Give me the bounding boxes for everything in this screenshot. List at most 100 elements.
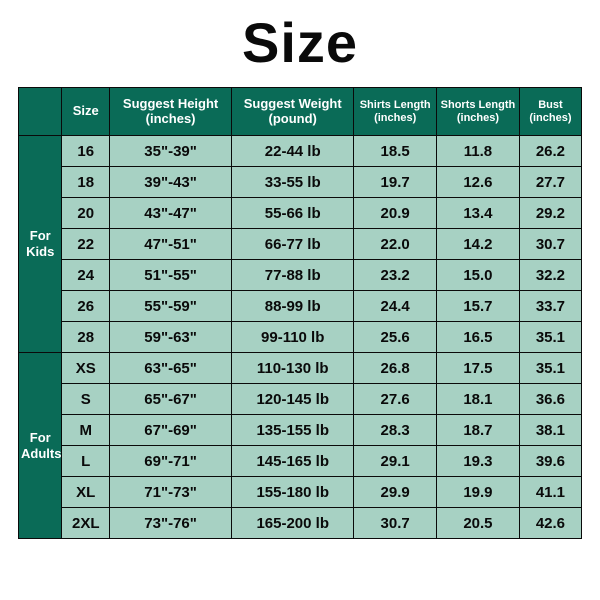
table-row: ForAdultsXS63"-65"110-130 lb26.817.535.1 xyxy=(19,353,582,384)
cell-size: XL xyxy=(62,477,110,508)
header-col-4: Shirts Length(inches) xyxy=(354,88,437,136)
cell-weight: 145-165 lb xyxy=(232,446,354,477)
cell-shirts: 27.6 xyxy=(354,384,437,415)
cell-shorts: 13.4 xyxy=(437,198,520,229)
table-row: 2XL73"-76"165-200 lb30.720.542.6 xyxy=(19,508,582,539)
cell-shorts: 18.7 xyxy=(437,415,520,446)
cell-height: 69"-71" xyxy=(110,446,232,477)
cell-size: 24 xyxy=(62,260,110,291)
cell-shorts: 15.0 xyxy=(437,260,520,291)
cell-shorts: 11.8 xyxy=(437,136,520,167)
table-row: 2043"-47"55-66 lb20.913.429.2 xyxy=(19,198,582,229)
table-row: ForKids1635"-39"22-44 lb18.511.826.2 xyxy=(19,136,582,167)
cell-weight: 99-110 lb xyxy=(232,322,354,353)
cell-size: 16 xyxy=(62,136,110,167)
cell-size: 22 xyxy=(62,229,110,260)
cell-size: 2XL xyxy=(62,508,110,539)
cell-size: 18 xyxy=(62,167,110,198)
cell-shirts: 29.9 xyxy=(354,477,437,508)
cell-size: XS xyxy=(62,353,110,384)
table-body: ForKids1635"-39"22-44 lb18.511.826.21839… xyxy=(19,136,582,539)
cell-bust: 39.6 xyxy=(519,446,581,477)
cell-weight: 110-130 lb xyxy=(232,353,354,384)
cell-size: 26 xyxy=(62,291,110,322)
table-row: 1839"-43"33-55 lb19.712.627.7 xyxy=(19,167,582,198)
table-row: XL71"-73"155-180 lb29.919.941.1 xyxy=(19,477,582,508)
cell-bust: 27.7 xyxy=(519,167,581,198)
cell-weight: 66-77 lb xyxy=(232,229,354,260)
table-row: 2655"-59"88-99 lb24.415.733.7 xyxy=(19,291,582,322)
cell-shorts: 19.3 xyxy=(437,446,520,477)
cell-shorts: 12.6 xyxy=(437,167,520,198)
table-row: L69"-71"145-165 lb29.119.339.6 xyxy=(19,446,582,477)
cell-weight: 120-145 lb xyxy=(232,384,354,415)
cell-height: 55"-59" xyxy=(110,291,232,322)
cell-shirts: 29.1 xyxy=(354,446,437,477)
cell-height: 73"-76" xyxy=(110,508,232,539)
cell-bust: 30.7 xyxy=(519,229,581,260)
cell-shorts: 17.5 xyxy=(437,353,520,384)
header-col-1: Size xyxy=(62,88,110,136)
table-row: 2859"-63"99-110 lb25.616.535.1 xyxy=(19,322,582,353)
table-row: S65"-67"120-145 lb27.618.136.6 xyxy=(19,384,582,415)
cell-shorts: 16.5 xyxy=(437,322,520,353)
cell-shirts: 22.0 xyxy=(354,229,437,260)
cell-weight: 33-55 lb xyxy=(232,167,354,198)
table-row: 2451"-55"77-88 lb23.215.032.2 xyxy=(19,260,582,291)
header-col-6: Bust(inches) xyxy=(519,88,581,136)
group-label: ForKids xyxy=(19,136,62,353)
cell-shorts: 18.1 xyxy=(437,384,520,415)
cell-size: M xyxy=(62,415,110,446)
cell-shorts: 19.9 xyxy=(437,477,520,508)
header-col-3: Suggest Weight(pound) xyxy=(232,88,354,136)
header-col-5: Shorts Length(inches) xyxy=(437,88,520,136)
cell-bust: 35.1 xyxy=(519,353,581,384)
cell-weight: 155-180 lb xyxy=(232,477,354,508)
cell-bust: 32.2 xyxy=(519,260,581,291)
cell-size: 28 xyxy=(62,322,110,353)
cell-shirts: 23.2 xyxy=(354,260,437,291)
header-group-placeholder xyxy=(19,88,62,136)
cell-shirts: 28.3 xyxy=(354,415,437,446)
cell-bust: 42.6 xyxy=(519,508,581,539)
cell-height: 67"-69" xyxy=(110,415,232,446)
cell-shirts: 18.5 xyxy=(354,136,437,167)
cell-weight: 55-66 lb xyxy=(232,198,354,229)
cell-height: 71"-73" xyxy=(110,477,232,508)
size-chart-table: SizeSuggest Height(inches)Suggest Weight… xyxy=(18,87,582,539)
cell-bust: 29.2 xyxy=(519,198,581,229)
cell-bust: 35.1 xyxy=(519,322,581,353)
cell-shirts: 26.8 xyxy=(354,353,437,384)
cell-bust: 26.2 xyxy=(519,136,581,167)
cell-size: S xyxy=(62,384,110,415)
cell-shirts: 30.7 xyxy=(354,508,437,539)
cell-weight: 77-88 lb xyxy=(232,260,354,291)
cell-shirts: 19.7 xyxy=(354,167,437,198)
cell-shirts: 25.6 xyxy=(354,322,437,353)
header-col-2: Suggest Height(inches) xyxy=(110,88,232,136)
cell-height: 65"-67" xyxy=(110,384,232,415)
cell-height: 47"-51" xyxy=(110,229,232,260)
table-row: 2247"-51"66-77 lb22.014.230.7 xyxy=(19,229,582,260)
cell-shorts: 20.5 xyxy=(437,508,520,539)
cell-height: 63"-65" xyxy=(110,353,232,384)
table-header: SizeSuggest Height(inches)Suggest Weight… xyxy=(19,88,582,136)
cell-shorts: 14.2 xyxy=(437,229,520,260)
cell-bust: 33.7 xyxy=(519,291,581,322)
cell-height: 43"-47" xyxy=(110,198,232,229)
cell-weight: 135-155 lb xyxy=(232,415,354,446)
cell-weight: 88-99 lb xyxy=(232,291,354,322)
table-row: M67"-69"135-155 lb28.318.738.1 xyxy=(19,415,582,446)
cell-shirts: 20.9 xyxy=(354,198,437,229)
page-title: Size xyxy=(242,10,358,75)
cell-shirts: 24.4 xyxy=(354,291,437,322)
cell-size: 20 xyxy=(62,198,110,229)
cell-weight: 22-44 lb xyxy=(232,136,354,167)
cell-bust: 38.1 xyxy=(519,415,581,446)
cell-height: 59"-63" xyxy=(110,322,232,353)
cell-bust: 36.6 xyxy=(519,384,581,415)
cell-height: 51"-55" xyxy=(110,260,232,291)
cell-shorts: 15.7 xyxy=(437,291,520,322)
cell-bust: 41.1 xyxy=(519,477,581,508)
cell-weight: 165-200 lb xyxy=(232,508,354,539)
